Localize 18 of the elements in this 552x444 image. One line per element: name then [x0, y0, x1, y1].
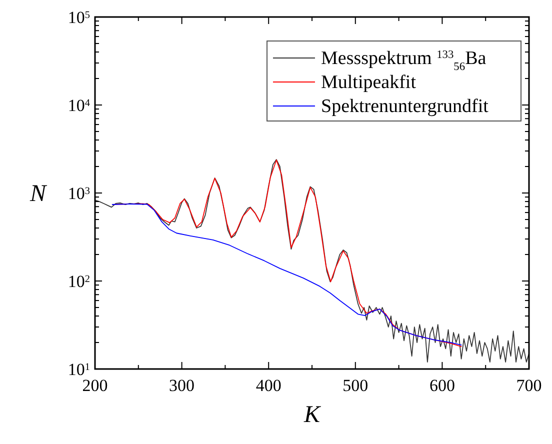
- x-tick-label: 400: [256, 376, 282, 395]
- x-tick-label: 300: [169, 376, 195, 395]
- x-tick-label: 600: [429, 376, 455, 395]
- x-tick-label: 700: [516, 376, 542, 395]
- x-axis-title: K: [302, 402, 322, 428]
- x-tick-label: 500: [342, 376, 368, 395]
- legend-label: Multipeakfit: [321, 72, 417, 93]
- line-series: [112, 204, 462, 346]
- y-tick-label: 10$^{3}$: [68, 184, 90, 203]
- y-tick-label: 10$^{4}$: [68, 96, 90, 115]
- y-tick-label: 10$^{2}$: [68, 272, 90, 291]
- y-tick-label: 10$^{5}$: [68, 8, 90, 27]
- y-axis-title: N: [28, 181, 48, 207]
- legend-label: Spektrenuntergrundfit: [321, 96, 490, 117]
- y-tick-label: 10$^{1}$: [68, 360, 90, 379]
- x-tick-label: 200: [82, 376, 108, 395]
- legend-label: Messspektrum $^{133}$$_{56}$Ba: [321, 48, 487, 73]
- line-series: [94, 159, 530, 362]
